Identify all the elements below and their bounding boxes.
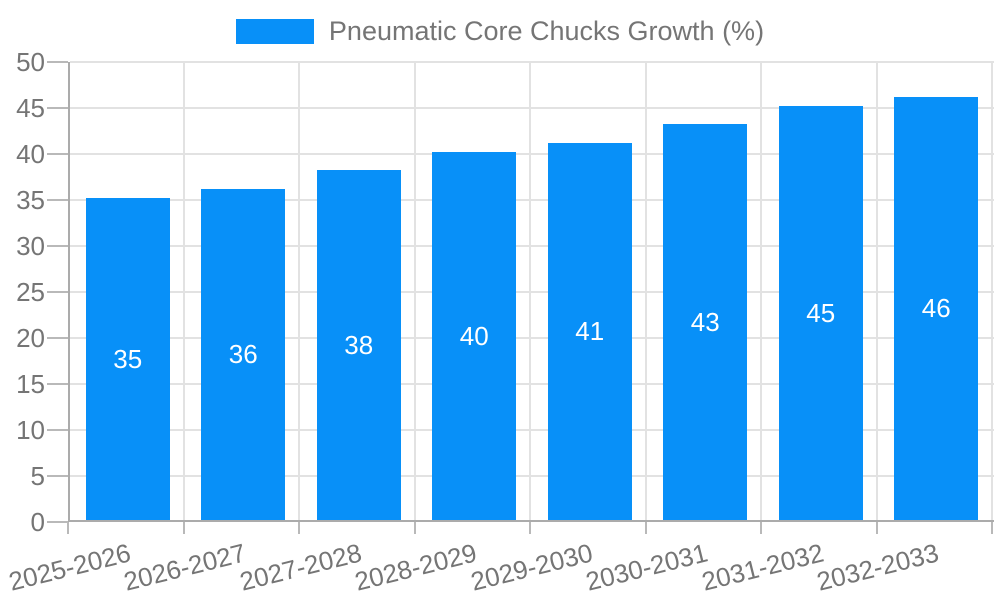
legend-swatch <box>235 19 314 44</box>
bar-2032-2033[interactable]: 46 <box>894 96 979 520</box>
bar-value-label: 45 <box>806 297 836 328</box>
bar-2031-2032[interactable]: 45 <box>778 106 863 520</box>
y-tick-mark <box>47 107 68 109</box>
y-tick-mark <box>47 245 68 247</box>
h-gridline <box>70 337 994 339</box>
v-gridline <box>875 62 878 520</box>
h-gridline <box>70 475 994 477</box>
y-tick-label: 20 <box>16 323 45 353</box>
bar-value-label: 43 <box>690 306 720 337</box>
x-tick-mark <box>875 522 878 534</box>
bar-2027-2028[interactable]: 38 <box>316 170 401 520</box>
bar-value-label: 41 <box>575 315 605 346</box>
h-gridline <box>70 429 994 431</box>
bar-value-label: 38 <box>344 329 374 360</box>
bar-value-label: 36 <box>228 338 258 369</box>
bar-value-label: 46 <box>921 292 951 323</box>
bar-2030-2031[interactable]: 43 <box>663 124 748 520</box>
y-tick-mark <box>47 291 68 293</box>
h-gridline <box>70 153 994 155</box>
bar-value-label: 40 <box>459 320 489 351</box>
x-tick-mark <box>644 522 647 534</box>
y-tick-mark <box>47 383 68 385</box>
y-tick-mark <box>47 153 68 155</box>
bar-2029-2030[interactable]: 41 <box>547 142 632 520</box>
h-gridline <box>70 291 994 293</box>
x-tick-mark <box>529 522 531 534</box>
x-tick-mark <box>182 522 185 534</box>
y-tick-mark <box>47 429 68 431</box>
v-gridline <box>760 62 762 520</box>
x-tick-mark <box>413 522 416 534</box>
y-tick-mark <box>47 521 68 523</box>
v-gridline <box>529 62 531 520</box>
y-tick-mark <box>47 475 68 477</box>
y-tick-label: 10 <box>16 415 45 445</box>
x-tick-mark <box>298 522 300 534</box>
y-tick-label: 15 <box>16 369 45 399</box>
x-tick-mark <box>991 522 993 534</box>
y-tick-label: 50 <box>16 47 45 77</box>
bar-2026-2027[interactable]: 36 <box>201 188 286 520</box>
v-gridline <box>298 62 300 520</box>
y-tick-label: 45 <box>16 93 45 123</box>
h-gridline <box>70 245 994 247</box>
bar-value-label: 35 <box>113 343 143 374</box>
y-tick-label: 0 <box>30 507 45 537</box>
h-gridline <box>70 107 994 109</box>
v-gridline <box>413 62 416 520</box>
v-gridline <box>644 62 647 520</box>
h-gridline <box>70 383 994 385</box>
y-tick-label: 40 <box>16 139 45 169</box>
h-gridline <box>70 199 994 201</box>
chart-legend[interactable]: Pneumatic Core Chucks Growth (%) <box>0 16 1000 47</box>
y-tick-label: 30 <box>16 231 45 261</box>
y-tick-label: 35 <box>16 185 45 215</box>
v-gridline <box>991 62 993 520</box>
y-tick-mark <box>47 337 68 339</box>
x-tick-mark <box>67 522 69 534</box>
plot-area: 35 36 38 40 41 43 45 46 <box>68 61 994 522</box>
h-gridline <box>70 61 994 64</box>
y-tick-label: 25 <box>16 277 45 307</box>
x-tick-mark <box>760 522 762 534</box>
v-gridline <box>182 62 185 520</box>
y-tick-mark <box>47 61 68 63</box>
bar-2025-2026[interactable]: 35 <box>85 198 170 520</box>
y-tick-label: 5 <box>30 461 45 491</box>
legend-label: Pneumatic Core Chucks Growth (%) <box>328 16 765 46</box>
y-tick-mark <box>47 199 68 201</box>
bar-2028-2029[interactable]: 40 <box>432 152 517 520</box>
